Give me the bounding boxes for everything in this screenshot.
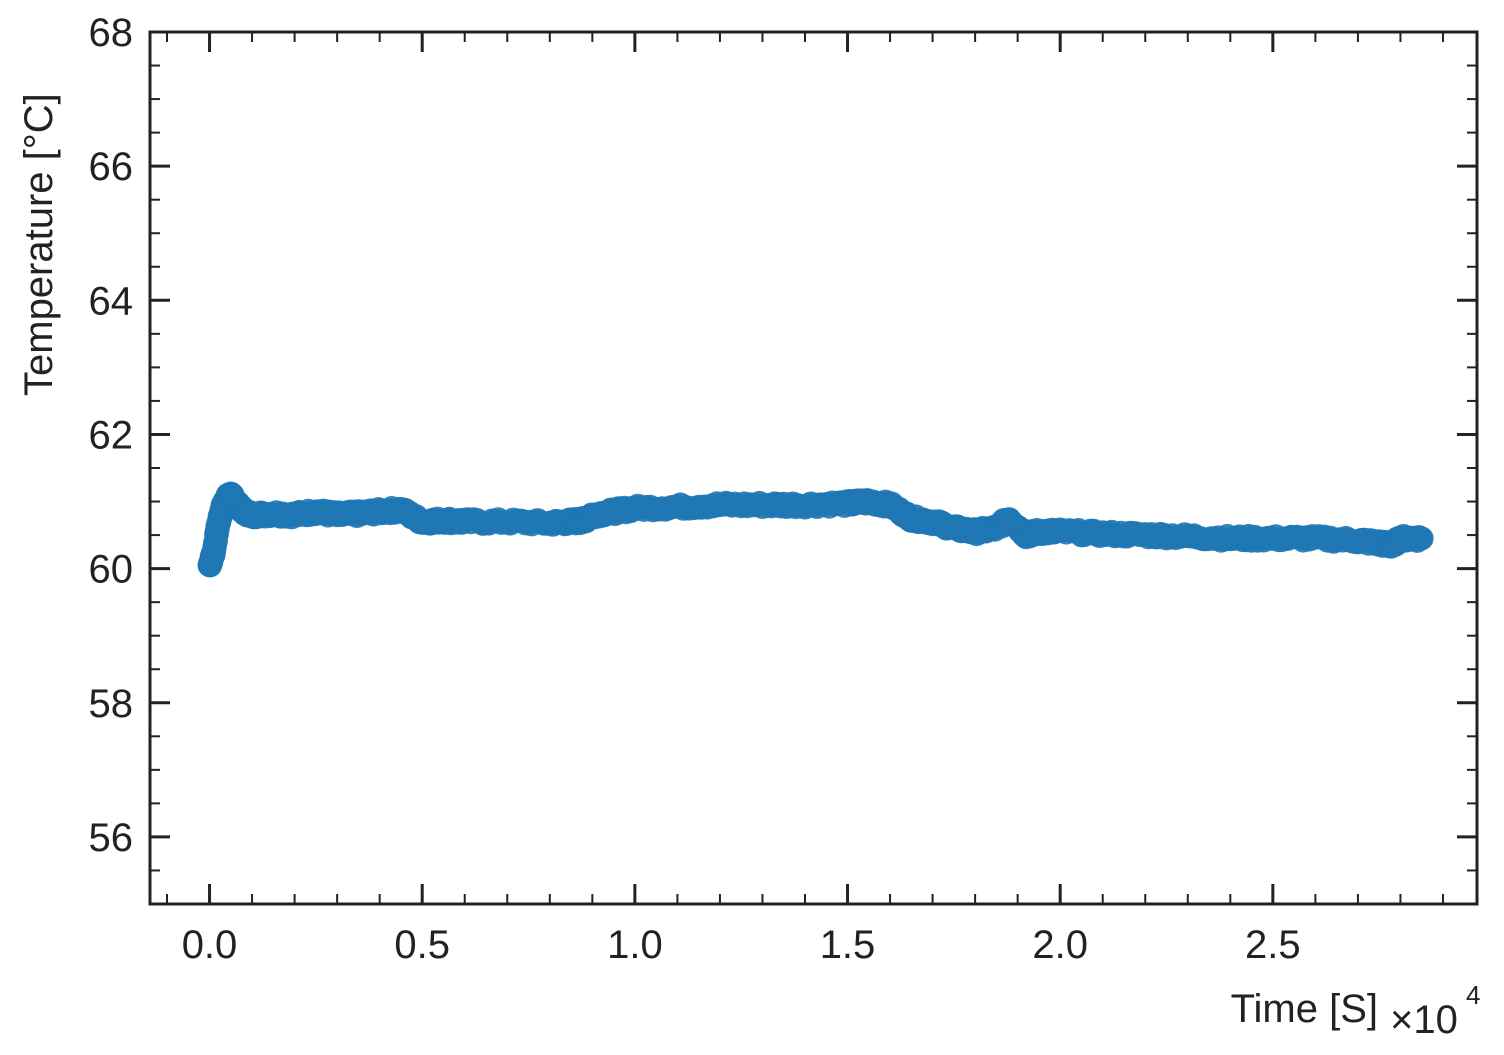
x-tick-label: 0.5 [394,923,450,967]
x-tick-labels: 0.0 0.5 1.0 1.5 2.0 2.5 [182,923,1301,967]
y-tick-label: 62 [89,414,134,458]
y-axis-label: Temperature [°C] [17,93,61,396]
y-tick-labels: 56 58 60 62 64 66 68 [89,11,134,860]
x-tick-label: 1.0 [607,923,663,967]
x-axis-offset-exponent: 4 [1466,980,1480,1010]
y-tick-label: 56 [89,816,134,860]
y-tick-label: 68 [89,11,134,55]
x-tick-label: 2.5 [1245,923,1301,967]
axis-ticks [150,30,1477,905]
y-tick-label: 60 [89,548,134,592]
data-point [1409,526,1434,551]
x-tick-label: 2.0 [1032,923,1088,967]
x-axis-label: Time [S] [1231,987,1378,1031]
y-tick-label: 64 [89,279,134,323]
data-points [197,481,1434,578]
x-axis-offset: ×10 [1390,998,1458,1042]
y-tick-label: 66 [89,145,134,189]
y-tick-label: 58 [89,682,134,726]
x-tick-label: 1.5 [820,923,876,967]
x-tick-label: 0.0 [182,923,238,967]
plot-frame [148,30,1479,906]
